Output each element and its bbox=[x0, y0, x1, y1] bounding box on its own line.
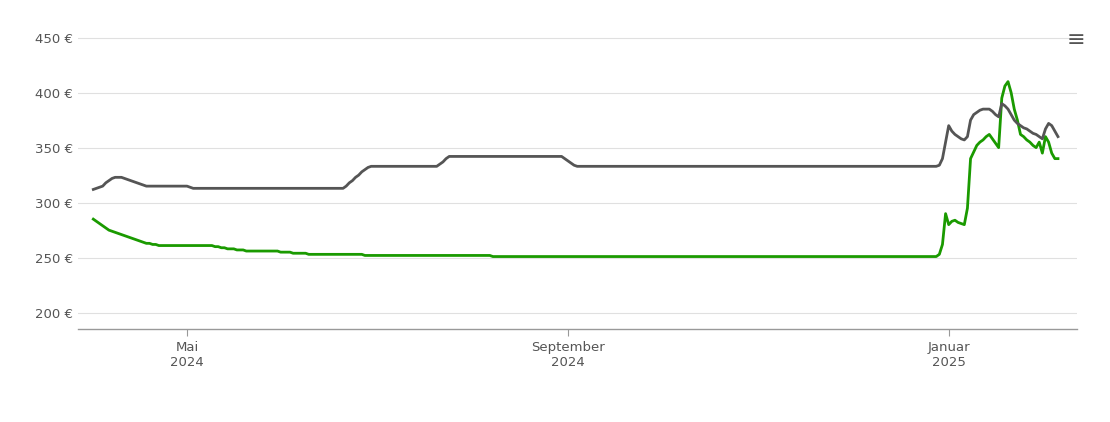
Sackware bbox=[505, 154, 518, 159]
Sackware bbox=[349, 175, 362, 180]
lose Ware bbox=[195, 243, 209, 248]
Sackware bbox=[87, 187, 100, 192]
Sackware bbox=[546, 154, 559, 159]
lose Ware bbox=[1001, 79, 1015, 84]
lose Ware bbox=[548, 254, 562, 259]
Line: lose Ware: lose Ware bbox=[93, 81, 1058, 257]
lose Ware bbox=[508, 254, 522, 259]
Text: ≡: ≡ bbox=[1067, 30, 1086, 49]
Sackware bbox=[996, 101, 1009, 106]
lose Ware bbox=[1051, 156, 1064, 161]
Line: Sackware: Sackware bbox=[93, 104, 1058, 189]
lose Ware bbox=[390, 253, 403, 258]
lose Ware bbox=[973, 140, 987, 145]
Sackware bbox=[195, 186, 209, 191]
lose Ware bbox=[486, 254, 500, 259]
Sackware bbox=[390, 164, 403, 169]
Sackware bbox=[1051, 134, 1064, 139]
lose Ware bbox=[87, 216, 100, 222]
Sackware bbox=[970, 110, 983, 115]
lose Ware bbox=[349, 252, 362, 257]
